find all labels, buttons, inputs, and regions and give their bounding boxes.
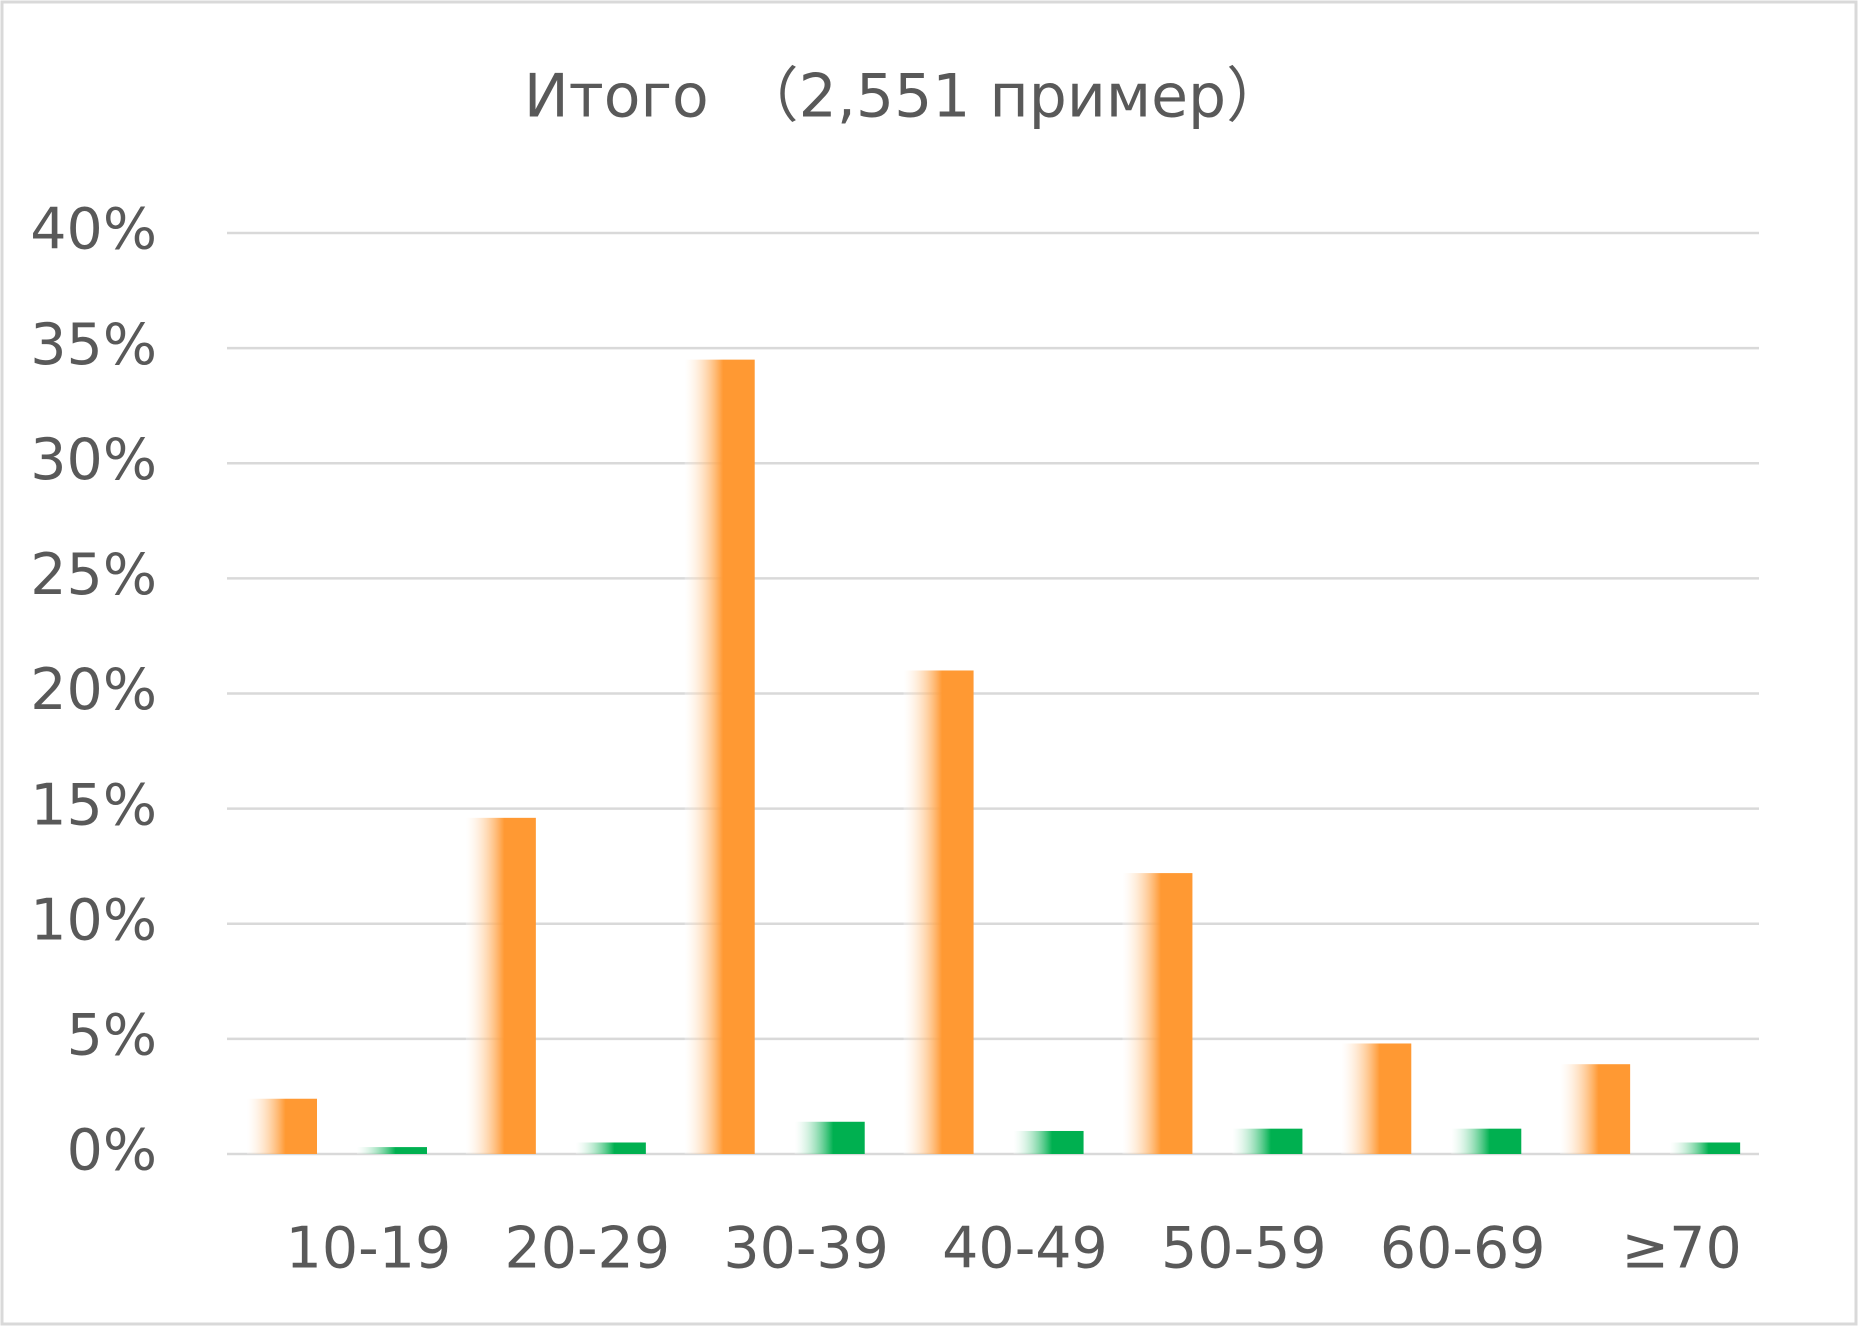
bar: [1013, 1130, 1084, 1154]
x-tick-label: 20-29: [504, 1216, 670, 1282]
bar: [1341, 1043, 1412, 1154]
bar: [1451, 1128, 1522, 1154]
y-tick-label: 10%: [30, 887, 157, 953]
bar: [465, 817, 536, 1154]
y-tick-label: 25%: [30, 542, 157, 608]
y-tick-label: 30%: [30, 427, 157, 493]
x-tick-label: 60-69: [1380, 1216, 1546, 1282]
bar: [1232, 1128, 1303, 1154]
bar: [247, 1098, 317, 1154]
x-tick-label: 30-39: [723, 1216, 889, 1282]
bar: [903, 670, 974, 1154]
bar: [1122, 873, 1193, 1154]
y-tick-label: 0%: [67, 1118, 157, 1184]
bar: [1560, 1064, 1631, 1154]
y-tick-label: 15%: [30, 772, 157, 838]
x-tick-label: 10-19: [286, 1216, 452, 1282]
x-tick-label: 50-59: [1161, 1216, 1327, 1282]
chart-title: Итого （2,551 пример）: [524, 62, 1286, 132]
y-tick-label: 40%: [30, 197, 157, 263]
y-tick-label: 35%: [30, 312, 157, 378]
x-tick-label: 40-49: [942, 1216, 1108, 1282]
x-tick-label: ≥70: [1621, 1216, 1741, 1282]
bar: [684, 359, 755, 1154]
bar: [794, 1121, 865, 1154]
bar: [1670, 1142, 1741, 1154]
y-tick-label: 20%: [30, 657, 157, 723]
bar: [357, 1147, 427, 1154]
y-tick-label: 5%: [67, 1003, 157, 1069]
bar: [575, 1142, 646, 1154]
